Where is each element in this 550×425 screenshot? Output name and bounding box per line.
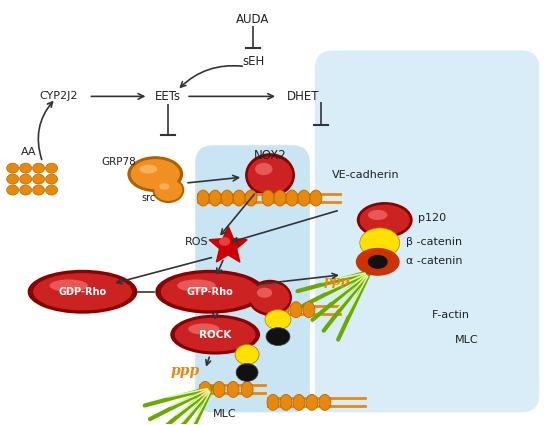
Ellipse shape — [310, 190, 322, 206]
Ellipse shape — [221, 190, 233, 206]
Ellipse shape — [50, 280, 88, 292]
Ellipse shape — [199, 382, 211, 397]
Ellipse shape — [319, 394, 331, 411]
Ellipse shape — [155, 270, 265, 314]
FancyBboxPatch shape — [195, 145, 310, 412]
Ellipse shape — [7, 174, 19, 184]
Ellipse shape — [368, 255, 388, 269]
Text: p120: p120 — [417, 213, 446, 223]
Ellipse shape — [28, 270, 138, 314]
FancyBboxPatch shape — [325, 60, 529, 402]
Text: β -catenin: β -catenin — [406, 237, 462, 247]
Ellipse shape — [248, 156, 293, 194]
Text: src: src — [141, 193, 156, 203]
Ellipse shape — [177, 280, 216, 292]
Text: NOX2: NOX2 — [254, 149, 287, 162]
Ellipse shape — [277, 302, 289, 317]
Ellipse shape — [360, 228, 400, 258]
Text: GRP78: GRP78 — [101, 157, 136, 167]
Ellipse shape — [32, 185, 45, 195]
Ellipse shape — [46, 174, 58, 184]
Ellipse shape — [266, 328, 290, 346]
Text: CYP2J2: CYP2J2 — [39, 91, 78, 102]
Ellipse shape — [274, 190, 286, 206]
Ellipse shape — [255, 163, 272, 175]
Ellipse shape — [139, 164, 157, 173]
Ellipse shape — [199, 287, 211, 303]
Ellipse shape — [159, 183, 169, 190]
Ellipse shape — [264, 302, 276, 317]
Ellipse shape — [250, 283, 290, 313]
Text: ppp: ppp — [324, 275, 350, 288]
Text: VE-cadherin: VE-cadherin — [332, 170, 400, 180]
Ellipse shape — [236, 363, 258, 382]
Ellipse shape — [20, 174, 31, 184]
Ellipse shape — [248, 280, 292, 316]
Ellipse shape — [235, 345, 259, 365]
Ellipse shape — [306, 394, 318, 411]
Text: MLC: MLC — [454, 334, 478, 345]
Ellipse shape — [175, 317, 256, 351]
Ellipse shape — [7, 185, 19, 195]
Ellipse shape — [368, 210, 388, 220]
Text: F-actin: F-actin — [432, 310, 470, 320]
Ellipse shape — [32, 174, 45, 184]
Ellipse shape — [20, 185, 31, 195]
Text: ROCK: ROCK — [199, 330, 232, 340]
Ellipse shape — [293, 394, 305, 411]
Ellipse shape — [298, 190, 310, 206]
Text: AA: AA — [21, 147, 36, 157]
Text: GDP-Rho: GDP-Rho — [58, 287, 107, 297]
Ellipse shape — [262, 190, 274, 206]
Ellipse shape — [20, 163, 31, 173]
Ellipse shape — [241, 382, 253, 397]
Ellipse shape — [257, 288, 272, 298]
Ellipse shape — [212, 287, 224, 303]
Ellipse shape — [227, 382, 239, 397]
Ellipse shape — [154, 179, 182, 201]
Ellipse shape — [7, 163, 19, 173]
Ellipse shape — [33, 273, 132, 310]
Text: GTP-Rho: GTP-Rho — [187, 287, 234, 297]
Text: ROS: ROS — [184, 237, 208, 247]
Ellipse shape — [131, 159, 180, 189]
Text: sEH: sEH — [242, 54, 264, 68]
Text: MLC: MLC — [213, 409, 237, 419]
FancyBboxPatch shape — [315, 51, 540, 412]
Ellipse shape — [238, 287, 250, 303]
Ellipse shape — [170, 314, 260, 354]
Ellipse shape — [233, 190, 245, 206]
Ellipse shape — [32, 163, 45, 173]
Ellipse shape — [303, 302, 315, 317]
Ellipse shape — [360, 205, 410, 235]
Ellipse shape — [209, 190, 221, 206]
Ellipse shape — [161, 273, 260, 310]
Text: α -catenin: α -catenin — [406, 256, 462, 266]
Ellipse shape — [357, 202, 412, 238]
Text: ppp: ppp — [170, 365, 200, 379]
Ellipse shape — [225, 287, 237, 303]
Ellipse shape — [245, 153, 295, 197]
Ellipse shape — [267, 394, 279, 411]
Text: DHET: DHET — [287, 90, 319, 103]
Ellipse shape — [356, 248, 400, 276]
Ellipse shape — [280, 394, 292, 411]
Ellipse shape — [265, 310, 291, 330]
Ellipse shape — [46, 185, 58, 195]
Polygon shape — [209, 226, 247, 262]
Ellipse shape — [219, 237, 230, 246]
Ellipse shape — [128, 156, 183, 192]
Ellipse shape — [245, 190, 257, 206]
Text: EETs: EETs — [155, 90, 182, 103]
Ellipse shape — [286, 190, 298, 206]
Ellipse shape — [290, 302, 302, 317]
Ellipse shape — [152, 177, 184, 203]
Ellipse shape — [197, 190, 209, 206]
Ellipse shape — [46, 163, 58, 173]
Ellipse shape — [213, 382, 225, 397]
Ellipse shape — [188, 323, 219, 334]
Text: AUDA: AUDA — [236, 13, 270, 26]
